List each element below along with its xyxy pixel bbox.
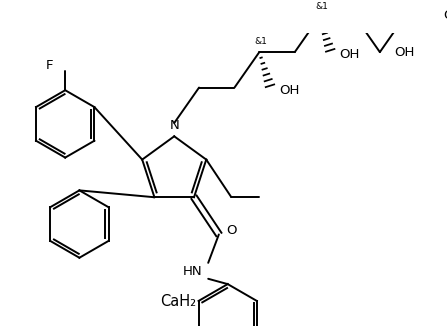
- Text: OH: OH: [340, 48, 360, 61]
- Text: O: O: [443, 9, 447, 22]
- Text: N: N: [169, 119, 179, 132]
- Text: OH: OH: [395, 46, 415, 60]
- Text: CaH₂: CaH₂: [160, 294, 197, 309]
- Text: OH: OH: [279, 84, 299, 97]
- Text: F: F: [46, 59, 53, 72]
- Text: &1: &1: [255, 37, 267, 46]
- Text: HN: HN: [182, 265, 202, 278]
- Text: &1: &1: [315, 2, 328, 11]
- Text: O: O: [226, 224, 236, 237]
